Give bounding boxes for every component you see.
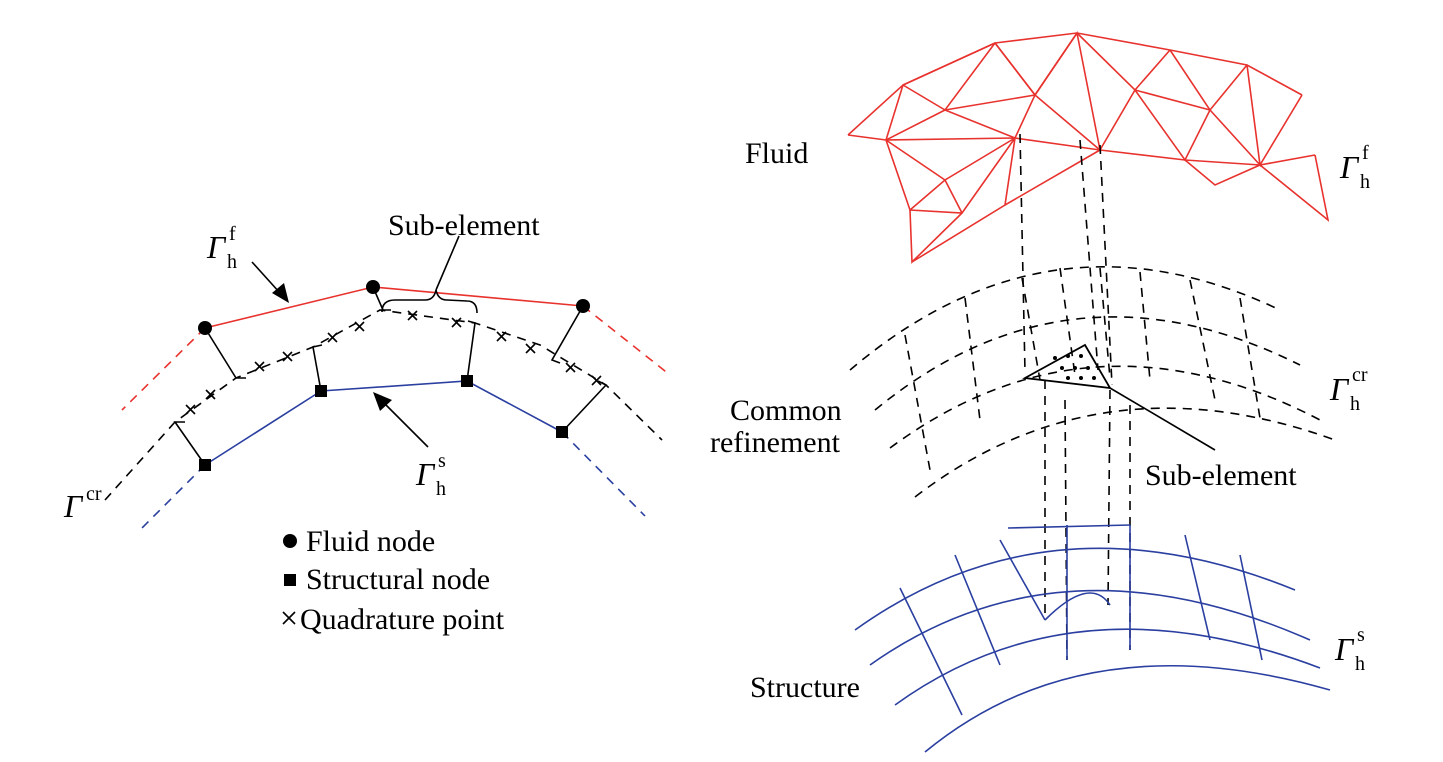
sub-element-brace: [381, 289, 478, 314]
quadrature-point-icon: [282, 611, 296, 625]
structure-mesh: [854, 524, 1331, 753]
sub-element-quadrature-dots: [1053, 354, 1096, 380]
legend-item-quadrature-point: Quadrature point: [282, 603, 505, 636]
svg-text:Γ: Γ: [63, 488, 84, 524]
svg-text:Γ: Γ: [1339, 149, 1360, 185]
common-refinement-curve: [104, 309, 663, 501]
svg-text:f: f: [1362, 142, 1369, 164]
fluid-interface-line: [204, 286, 584, 329]
gamma-cr-label-left: Γ cr: [63, 483, 102, 524]
projection-lines: [1044, 380, 1131, 661]
svg-text:f: f: [229, 223, 236, 245]
svg-text:h: h: [1355, 653, 1365, 675]
fluid-interface-extension-left: [121, 327, 206, 411]
left-panel: Sub-element Γ h f Γ h s Γ cr Fluid node …: [63, 209, 671, 636]
gamma-f-label-right: Γ h f: [1339, 142, 1370, 193]
sub-element-label-right: Sub-element: [1145, 459, 1297, 492]
gamma-f-arrow-left: [251, 261, 289, 303]
quadrature-points: [185, 310, 602, 415]
svg-text:h: h: [1350, 393, 1360, 415]
svg-text:Γ: Γ: [1334, 631, 1355, 667]
structural-nodes: [199, 375, 568, 471]
svg-text:Γ: Γ: [415, 456, 436, 492]
sub-element-leader-right: [1109, 387, 1216, 451]
svg-text:h: h: [1360, 171, 1370, 193]
svg-text:s: s: [1357, 624, 1365, 646]
fluid-interface-extension-right: [582, 305, 671, 376]
svg-text:Fluid node: Fluid node: [306, 525, 435, 558]
structure-interface-extension-right: [561, 431, 646, 517]
structure-label: Structure: [750, 671, 860, 704]
sub-element-label-left: Sub-element: [388, 209, 540, 242]
legend-item-structural-node: Structural node: [284, 563, 490, 596]
common-refinement-mesh: [849, 133, 1336, 498]
structural-node-1: [199, 459, 211, 471]
structural-node-2: [315, 385, 327, 397]
fluid-node-2: [366, 280, 380, 294]
gamma-s-arrow-left: [373, 392, 429, 448]
fluid-node-3: [576, 299, 590, 313]
common-label-line1: Common: [730, 394, 842, 427]
common-label-line2: refinement: [710, 426, 841, 459]
svg-text:h: h: [436, 478, 446, 500]
fluid-mesh: [847, 30, 1330, 264]
svg-text:h: h: [227, 251, 237, 273]
svg-text:Structural node: Structural node: [306, 563, 490, 596]
structural-node-4: [556, 426, 568, 438]
svg-text:cr: cr: [86, 483, 102, 505]
sub-element-triangle: [1022, 343, 1216, 451]
svg-text:s: s: [438, 450, 446, 472]
fluid-nodes: [198, 280, 590, 335]
structural-node-icon: [284, 574, 296, 586]
gamma-s-label-left: Γ h s: [415, 450, 446, 500]
fluid-label: Fluid: [745, 137, 808, 170]
fluid-node-1: [198, 321, 212, 335]
right-panel: Fluid Common refinement Structure Sub-el…: [710, 30, 1370, 753]
structure-interface-line: [204, 380, 563, 466]
svg-text:Γ: Γ: [1329, 371, 1350, 407]
legend: Fluid node Structural node Quadrature po…: [282, 525, 505, 636]
gamma-f-label-left: Γ h f: [206, 223, 237, 273]
svg-text:cr: cr: [1352, 364, 1368, 386]
sub-element-leader-left: [435, 235, 460, 291]
structural-node-3: [461, 375, 473, 387]
gamma-cr-label-right: Γ h cr: [1329, 364, 1368, 415]
fluid-node-icon: [283, 534, 297, 548]
svg-text:Γ: Γ: [206, 229, 227, 265]
legend-item-fluid-node: Fluid node: [283, 525, 435, 558]
projection-connectors: [173, 286, 608, 466]
svg-text:Quadrature point: Quadrature point: [300, 603, 505, 636]
structure-interface-extension-left: [141, 464, 206, 529]
gamma-s-label-right: Γ h s: [1334, 624, 1365, 675]
